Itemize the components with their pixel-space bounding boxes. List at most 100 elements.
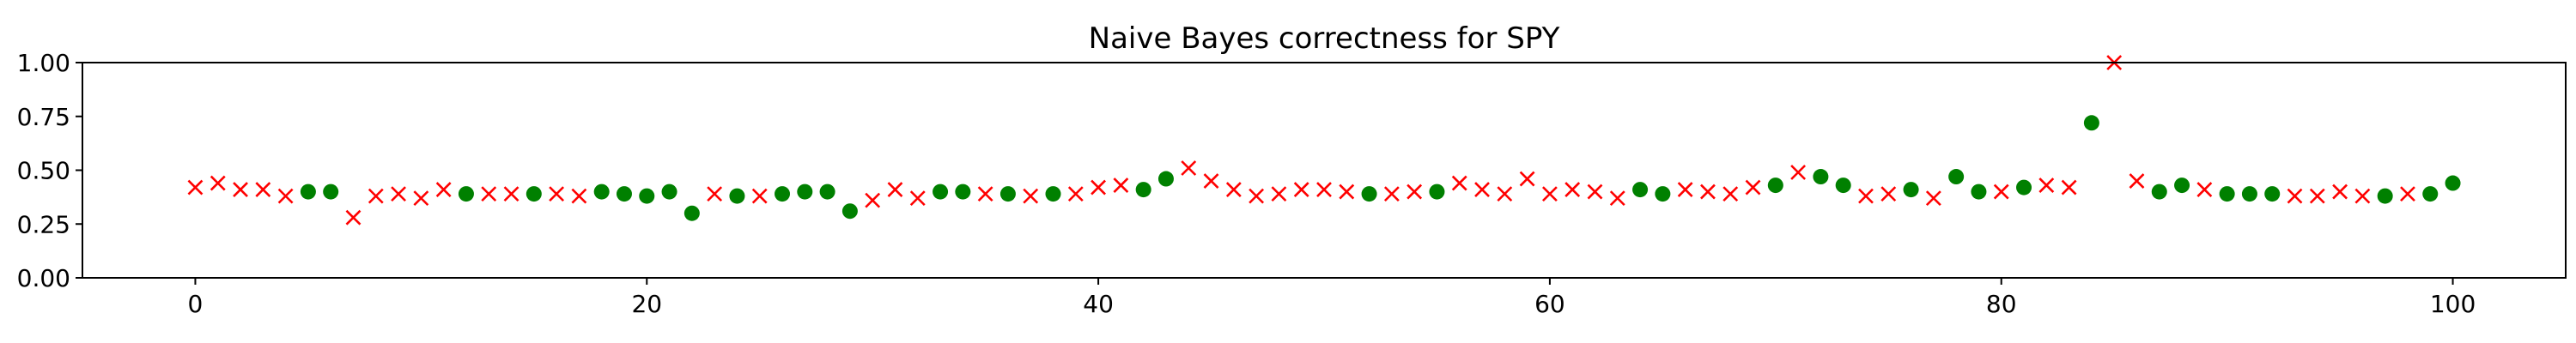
data-point-correct: [300, 184, 316, 200]
data-point-correct: [2377, 188, 2393, 204]
data-point-incorrect: [977, 186, 993, 202]
data-point-correct: [639, 188, 655, 204]
data-point-incorrect: [503, 186, 519, 202]
data-point-incorrect: [1203, 173, 1219, 189]
data-point-correct: [526, 186, 542, 202]
data-point-incorrect: [1745, 179, 1761, 196]
chart-title: Naive Bayes correctness for SPY: [1089, 21, 1560, 56]
data-point-correct: [2174, 178, 2190, 194]
data-point-incorrect: [1339, 184, 1355, 200]
data-point-correct: [1157, 171, 1174, 187]
data-point-incorrect: [1700, 184, 1716, 200]
data-point-incorrect: [1880, 186, 1897, 202]
data-point-incorrect: [345, 209, 361, 226]
data-point-correct: [2151, 184, 2167, 200]
data-point-incorrect: [2061, 179, 2077, 196]
data-point-incorrect: [1497, 186, 1513, 202]
y-tick-label: 0.50: [17, 157, 70, 185]
data-point-correct: [1632, 182, 1649, 198]
data-point-incorrect: [481, 186, 497, 202]
data-point-incorrect: [1541, 186, 1558, 202]
data-point-incorrect: [1293, 182, 1309, 198]
data-point-incorrect: [1858, 188, 1874, 204]
data-point-incorrect: [187, 179, 204, 196]
data-point-correct: [729, 188, 745, 204]
data-point-correct: [819, 184, 835, 200]
data-point-correct: [661, 184, 677, 200]
data-point-correct: [1948, 169, 1965, 185]
data-point-correct: [1767, 178, 1783, 194]
data-point-correct: [2241, 186, 2257, 202]
data-point-incorrect: [1993, 184, 2009, 200]
data-point-incorrect: [909, 190, 926, 207]
y-tick-label: 0.25: [17, 210, 70, 238]
data-point-incorrect: [210, 175, 226, 191]
y-tick-label: 0.00: [17, 264, 70, 292]
data-point-correct: [593, 184, 610, 200]
data-point-incorrect: [2038, 178, 2055, 193]
data-point-correct: [841, 203, 858, 220]
data-point-correct: [2016, 179, 2032, 196]
data-point-correct: [797, 184, 813, 200]
data-point-incorrect: [1790, 165, 1807, 180]
data-point-correct: [2264, 186, 2281, 202]
data-point-incorrect: [1271, 186, 1287, 202]
plot-marks: [187, 55, 2461, 226]
data-point-correct: [1971, 184, 1987, 200]
data-point-correct: [955, 184, 971, 200]
data-point-incorrect: [1067, 186, 1084, 202]
data-point-incorrect: [1383, 186, 1400, 202]
x-tick-label: 40: [1083, 290, 1114, 318]
data-point-incorrect: [1091, 179, 1107, 196]
data-point-incorrect: [1587, 184, 1603, 200]
data-point-incorrect: [1722, 186, 1739, 202]
data-point-incorrect: [233, 182, 248, 198]
data-point-incorrect: [1406, 184, 1423, 200]
data-point-correct: [1045, 186, 1061, 202]
data-point-incorrect: [1316, 182, 1332, 198]
data-point-incorrect: [391, 186, 406, 202]
data-point-incorrect: [2129, 173, 2145, 189]
data-point-incorrect: [255, 182, 271, 198]
data-point-incorrect: [2287, 188, 2303, 204]
data-point-incorrect: [413, 190, 429, 207]
data-point-incorrect: [1677, 182, 1693, 198]
data-point-correct: [775, 186, 791, 202]
data-point-correct: [616, 186, 632, 202]
data-point-correct: [2422, 186, 2439, 202]
data-point-incorrect: [2309, 188, 2325, 204]
x-tick-label: 60: [1534, 290, 1565, 318]
data-point-incorrect: [571, 188, 587, 204]
data-point-correct: [683, 205, 700, 221]
x-tick-label: 80: [1986, 290, 2017, 318]
data-point-incorrect: [2332, 184, 2348, 200]
x-tick-label: 20: [631, 290, 662, 318]
data-point-correct: [458, 186, 474, 202]
data-point-correct: [999, 186, 1016, 202]
data-point-incorrect: [1451, 175, 1467, 191]
data-point-incorrect: [1474, 182, 1490, 198]
data-point-correct: [1655, 186, 1671, 202]
data-point-incorrect: [368, 188, 384, 204]
axes: 0 20 40 60 80 100 0.00 0.25 0.50 0.75 1.00: [17, 49, 2476, 318]
data-point-correct: [2219, 186, 2235, 202]
data-point-incorrect: [1225, 182, 1242, 198]
data-point-incorrect: [751, 188, 768, 204]
data-point-incorrect: [887, 182, 903, 198]
y-tick-label: 1.00: [17, 49, 70, 77]
data-point-correct: [1429, 184, 1445, 200]
data-point-correct: [2083, 115, 2099, 131]
data-point-incorrect: [2196, 182, 2213, 198]
data-point-correct: [1135, 182, 1151, 198]
data-point-incorrect: [865, 192, 881, 208]
y-tick-label: 0.75: [17, 103, 70, 131]
data-point-correct: [1361, 186, 1377, 202]
x-tick-label: 0: [188, 290, 204, 318]
data-point-correct: [323, 184, 339, 200]
data-point-correct: [1835, 178, 1851, 194]
data-point-incorrect: [707, 186, 723, 202]
data-point-correct: [1903, 182, 1919, 198]
data-point-correct: [1813, 169, 1829, 185]
data-point-incorrect: [277, 188, 294, 204]
